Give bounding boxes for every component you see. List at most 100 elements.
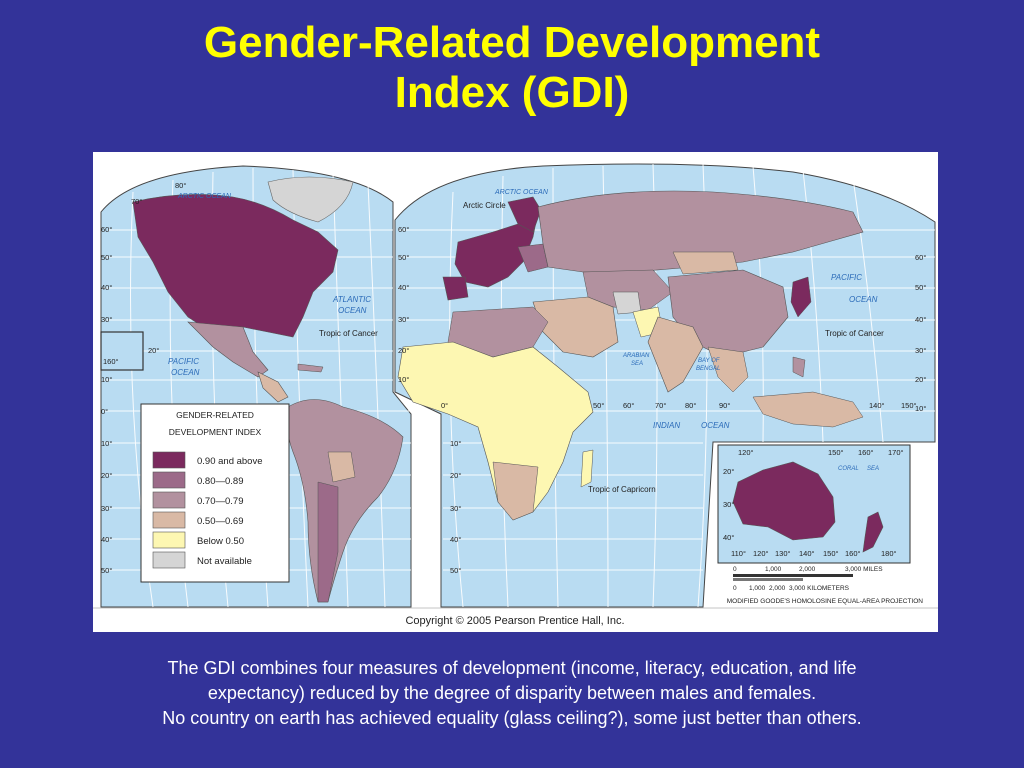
coral-sea-2: SEA bbox=[867, 466, 879, 472]
india-region bbox=[647, 316, 704, 393]
legend-items: 0.90 and above 0.80—0.89 0.70—0.79 0.50—0.6… bbox=[152, 451, 263, 569]
title-line-2: Index (GDI) bbox=[394, 68, 630, 117]
latitude-label: 40° bbox=[915, 315, 926, 324]
legend-label: Below 0.50 bbox=[197, 536, 244, 547]
south-america-region bbox=[286, 399, 404, 603]
arctic-ocean-label-left: ARCTIC OCEAN bbox=[177, 193, 232, 200]
arabian-sea-1: ARABIAN bbox=[622, 353, 650, 359]
inset-longitude-label: 120° bbox=[738, 448, 754, 457]
latitude-label: 10° bbox=[101, 375, 112, 384]
latitude-label: 70° bbox=[131, 197, 142, 206]
scale-miles-label: 1,000 bbox=[765, 566, 782, 573]
copyright-text: Copyright © 2005 Pearson Prentice Hall, … bbox=[405, 615, 624, 627]
philippines-region bbox=[792, 356, 806, 378]
longitude-label: 90° bbox=[719, 401, 730, 410]
inset-longitude-label: 110° bbox=[731, 549, 746, 558]
longitude-label: 140° bbox=[869, 401, 885, 410]
chile-argentina-region bbox=[317, 481, 339, 603]
southeast-asia-region bbox=[707, 346, 749, 393]
legend-label: 0.50—0.69 bbox=[197, 516, 243, 527]
hawaii-inset bbox=[100, 331, 144, 371]
inset-longitude-label: 170° bbox=[888, 448, 904, 457]
latitude-label: 10° bbox=[915, 404, 926, 413]
gdi-world-map: GENDER-RELATED DEVELOPMENT INDEX 0.90 an… bbox=[93, 152, 938, 632]
caption-line-2: expectancy) reduced by the degree of dis… bbox=[207, 683, 817, 703]
longitude-labels: 50° 60° 70° 80° 90° 140° 150° bbox=[593, 401, 917, 410]
scale-miles-label: 0 bbox=[733, 566, 737, 573]
russia-region bbox=[537, 190, 864, 273]
latitude-label: 30° bbox=[101, 504, 112, 513]
slide-title: Gender-Related Development Index (GDI) bbox=[0, 18, 1024, 118]
legend-label: 0.70—0.79 bbox=[197, 496, 243, 507]
bay-bengal-1: BAY OF bbox=[698, 358, 720, 364]
tropic-cancer-right: Tropic of Cancer bbox=[825, 329, 884, 338]
inset-latitude-label: 40° bbox=[723, 533, 734, 542]
inset-longitude-label: 140° bbox=[799, 549, 815, 558]
latitude-label: 40° bbox=[398, 283, 409, 292]
central-america-region bbox=[257, 371, 289, 403]
legend-label: 0.80—0.89 bbox=[197, 476, 243, 487]
legend-swatch bbox=[152, 511, 186, 529]
atlantic-ocean-label-1: ATLANTIC bbox=[332, 295, 371, 304]
bolivia-region bbox=[327, 451, 356, 483]
longitude-label: 50° bbox=[593, 401, 604, 410]
greenland bbox=[267, 176, 354, 223]
latitude-label: 60° bbox=[398, 225, 409, 234]
scale-km-label: 0 bbox=[733, 585, 737, 592]
legend-title-1: GENDER-RELATED bbox=[176, 410, 254, 420]
legend-label: Not available bbox=[197, 556, 252, 567]
legend-swatch bbox=[152, 471, 186, 489]
latitude-label: 50° bbox=[915, 283, 926, 292]
inset-longitude-label: 160° bbox=[858, 448, 874, 457]
europe-region bbox=[454, 211, 539, 288]
latitude-label: 40° bbox=[101, 535, 112, 544]
japan-region bbox=[790, 276, 812, 318]
indian-ocean-label-2: OCEAN bbox=[701, 421, 730, 430]
longitude-label: 60° bbox=[623, 401, 634, 410]
australia-region bbox=[732, 461, 836, 541]
scale-km-label: 1,000 bbox=[749, 585, 766, 592]
slide-caption: The GDI combines four measures of develo… bbox=[40, 656, 984, 731]
latitude-label: 50° bbox=[450, 566, 461, 575]
inset-longitude-top: 120° 150° 160° 170° bbox=[738, 448, 904, 457]
legend-title-2: DEVELOPMENT INDEX bbox=[169, 427, 262, 437]
indonesia-region bbox=[752, 391, 864, 428]
legend-swatch bbox=[152, 531, 186, 549]
new-zealand-region bbox=[862, 511, 884, 553]
pacific-ocean-left-1: PACIFIC bbox=[168, 357, 199, 366]
latitude-label: 50° bbox=[101, 253, 112, 262]
latitude-label: 160° bbox=[103, 357, 119, 366]
latitude-label: 20° bbox=[450, 471, 461, 480]
latitude-label: 30° bbox=[450, 504, 461, 513]
africa-region bbox=[397, 341, 594, 521]
latitude-labels-left: 80° 70° 60° 50° 40° 30° 20° 160° 10° 0° 10° 20° 30° 4… bbox=[101, 181, 186, 575]
scale-miles-label: 2,000 bbox=[799, 566, 816, 573]
scale-bar: 0 1,000 2,000 3,000 MILES 0 1,000 2,000 3,000 … bbox=[727, 566, 924, 605]
latitude-label: 10° bbox=[101, 439, 112, 448]
mongolia-region bbox=[672, 251, 739, 275]
map-canvas: GENDER-RELATED DEVELOPMENT INDEX 0.90 an… bbox=[93, 163, 938, 627]
latitude-label: 40° bbox=[101, 283, 112, 292]
title-line-1: Gender-Related Development bbox=[203, 18, 821, 67]
scale-miles-bar bbox=[733, 574, 853, 577]
latitude-label: 10° bbox=[398, 375, 409, 384]
latitude-label: 40° bbox=[450, 535, 461, 544]
latitude-label: 10° bbox=[450, 439, 461, 448]
inset-longitude-bottom: 110° 120° 130° 140° 150° 160° 180° bbox=[731, 549, 897, 558]
madagascar bbox=[580, 449, 594, 488]
caption-line-1: The GDI combines four measures of develo… bbox=[167, 658, 857, 678]
latitude-label: 0° bbox=[101, 407, 108, 416]
coral-sea-1: CORAL bbox=[838, 466, 859, 472]
scale-miles-label: 3,000 MILES bbox=[845, 566, 883, 573]
north-america-region bbox=[132, 194, 339, 338]
caption-line-3: No country on earth has achieved equalit… bbox=[162, 708, 862, 728]
bay-bengal-2: BENGAL bbox=[696, 366, 720, 372]
arctic-circle-label: Arctic Circle bbox=[463, 201, 506, 210]
caribbean-region bbox=[297, 363, 324, 373]
inset-latitude-label: 30° bbox=[723, 500, 734, 509]
latitude-label: 50° bbox=[398, 253, 409, 262]
projection-label: MODIFIED GOODE'S HOMOLOSINE EQUAL-AREA P… bbox=[727, 598, 924, 605]
scale-km-bar bbox=[733, 578, 803, 581]
arabian-sea-2: SEA bbox=[631, 361, 643, 367]
scale-km-labels: 0 1,000 2,000 3,000 KILOMETERS bbox=[733, 585, 850, 592]
